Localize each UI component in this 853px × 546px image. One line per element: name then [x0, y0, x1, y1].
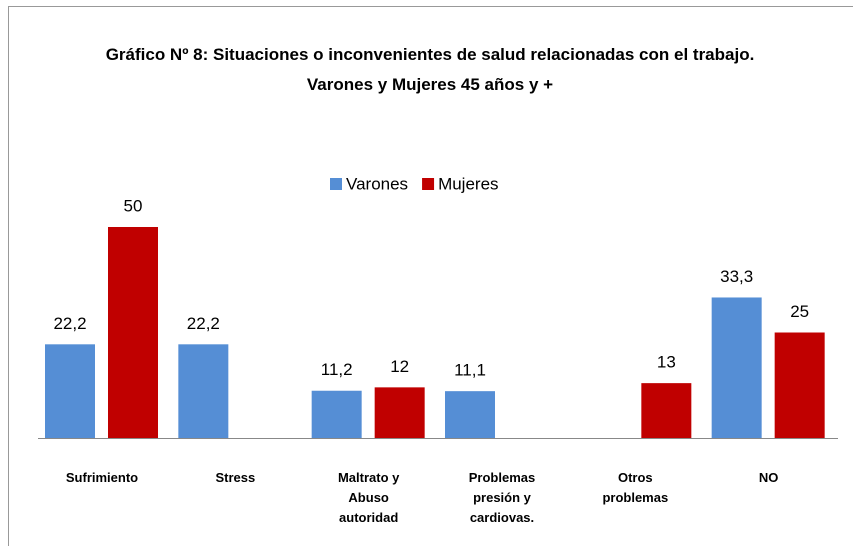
bar — [774, 332, 825, 438]
legend-swatch — [330, 178, 342, 190]
chart-title: Gráfico Nº 8: Situaciones o inconvenient… — [105, 45, 755, 94]
data-label: 11,1 — [454, 361, 486, 380]
x-tick-label: NO — [758, 470, 779, 485]
bar — [108, 227, 158, 438]
data-label: 12 — [390, 357, 409, 376]
data-label: 33,3 — [720, 267, 753, 286]
bar — [445, 391, 495, 438]
legend-label: Mujeres — [438, 174, 498, 193]
legend-label: Varones — [346, 174, 408, 193]
bar — [311, 390, 362, 438]
x-tick-label: Sufrimiento — [65, 470, 139, 485]
bar — [711, 297, 762, 438]
legend-swatch — [422, 178, 435, 190]
data-label: 11,2 — [321, 360, 353, 379]
x-tick-label: Problemas presión y cardiovas. — [468, 470, 536, 525]
x-tick-label: Otros problemas — [602, 470, 669, 505]
bar — [45, 344, 95, 438]
data-label: 13 — [657, 353, 676, 372]
x-tick-label: Stress — [215, 470, 256, 485]
bar — [178, 344, 229, 438]
data-label: 22,2 — [53, 314, 86, 333]
data-label: 50 — [124, 196, 143, 215]
bar — [374, 387, 425, 438]
data-label: 22,2 — [187, 314, 220, 333]
bar — [641, 383, 692, 438]
data-label: 25 — [790, 302, 809, 321]
chart-frame — [8, 6, 853, 546]
x-tick-label: Maltrato y Abuso autoridad — [337, 470, 400, 525]
